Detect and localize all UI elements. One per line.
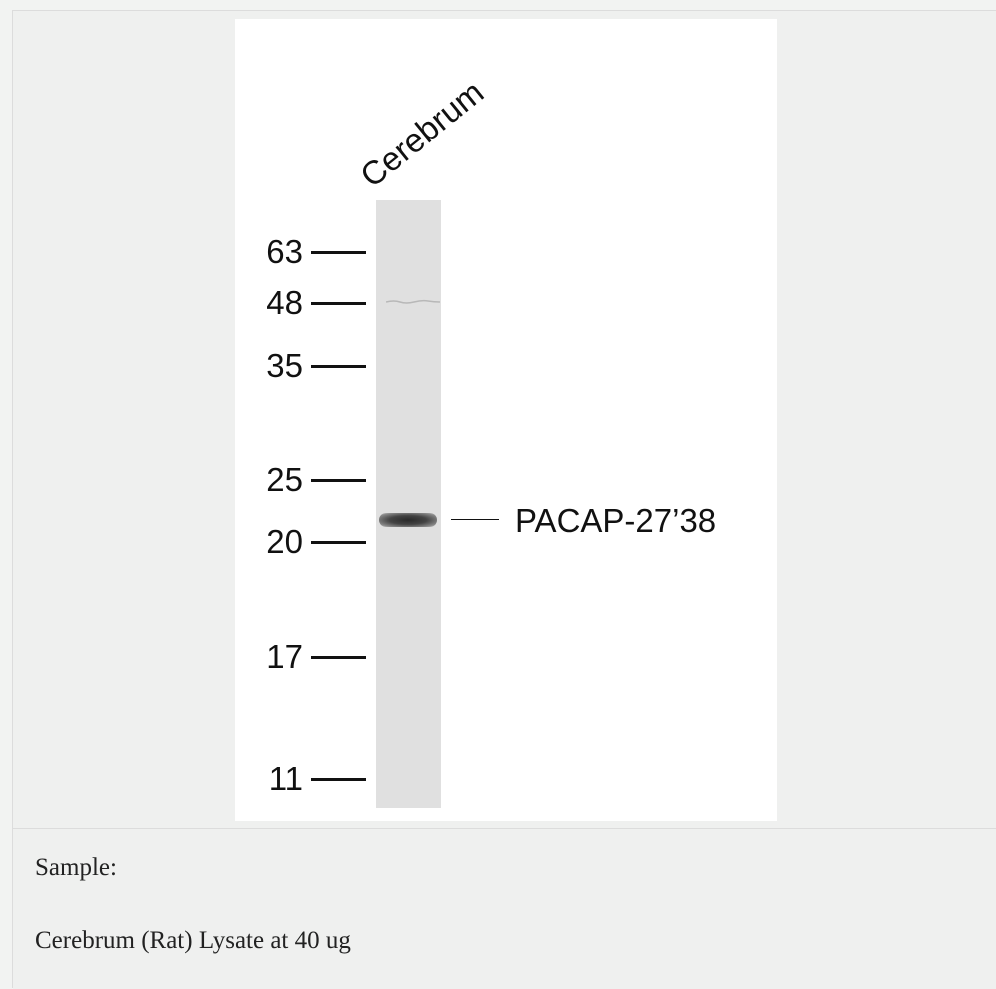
marker-tick bbox=[311, 251, 366, 254]
marker-label: 11 bbox=[268, 760, 303, 797]
marker-label: 48 bbox=[266, 284, 303, 321]
faint-band bbox=[386, 299, 440, 304]
figure-container: Cerebrum 63 48 35 25 bbox=[12, 10, 996, 989]
marker-label: 63 bbox=[266, 233, 303, 270]
marker-20: 20 bbox=[255, 524, 375, 560]
marker-tick bbox=[311, 302, 366, 305]
main-band bbox=[379, 513, 437, 527]
marker-label: 35 bbox=[266, 347, 303, 384]
band-label: PACAP-27’38 bbox=[515, 502, 717, 539]
band-pointer-line bbox=[451, 519, 499, 520]
blot-panel: Cerebrum 63 48 35 25 bbox=[235, 19, 777, 821]
marker-label: 25 bbox=[266, 461, 303, 498]
marker-11: 11 bbox=[255, 761, 375, 797]
marker-label: 17 bbox=[266, 638, 303, 675]
marker-25: 25 bbox=[255, 462, 375, 498]
lane-label: Cerebrum bbox=[353, 73, 491, 195]
blot-lane bbox=[376, 200, 441, 808]
marker-tick bbox=[311, 365, 366, 368]
marker-48: 48 bbox=[255, 285, 375, 321]
western-blot-figure: Cerebrum 63 48 35 25 bbox=[13, 11, 996, 829]
marker-tick bbox=[311, 656, 366, 659]
marker-35: 35 bbox=[255, 348, 375, 384]
marker-tick bbox=[311, 541, 366, 544]
marker-tick bbox=[311, 778, 366, 781]
marker-tick bbox=[311, 479, 366, 482]
marker-label: 20 bbox=[266, 523, 303, 560]
sample-label: Sample: bbox=[35, 854, 117, 881]
marker-63: 63 bbox=[255, 234, 375, 270]
sample-description: Cerebrum (Rat) Lysate at 40 ug bbox=[35, 927, 351, 954]
marker-17: 17 bbox=[255, 639, 375, 675]
figure-caption: Sample: Cerebrum (Rat) Lysate at 40 ug bbox=[13, 829, 996, 989]
